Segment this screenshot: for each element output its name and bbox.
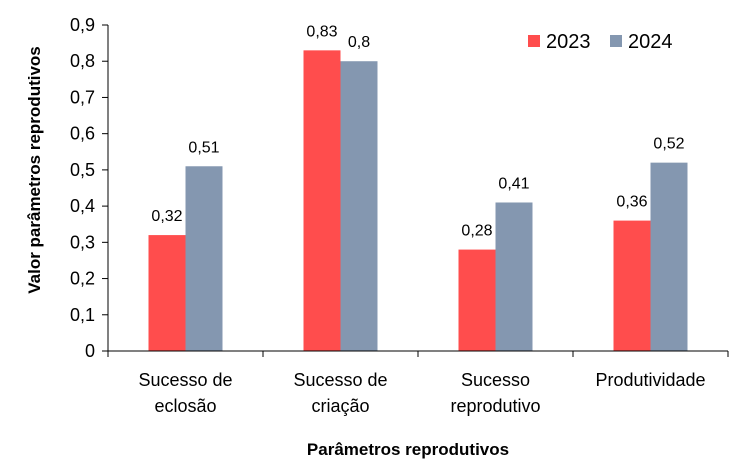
bar-2023 — [458, 249, 496, 351]
data-label: 0,32 — [151, 208, 182, 225]
x-tick-label: Sucesso reprodutivo — [450, 370, 540, 416]
legend-label: 2024 — [628, 31, 673, 53]
bar-2023 — [303, 50, 341, 351]
y-tick-label: 0,7 — [70, 87, 95, 107]
y-axis: 0 0,1 0,2 0,3 0,4 0,5 0,6 0,7 0,8 0,9 — [70, 15, 109, 361]
data-label: 0,51 — [188, 139, 219, 156]
x-tick-label: Produtividade — [595, 370, 705, 390]
x-axis-title: Parâmetros reprodutivos — [307, 440, 509, 459]
y-tick-label: 0,9 — [70, 15, 95, 35]
data-label: 0,41 — [498, 175, 529, 192]
data-labels: 0,32 0,83 0,28 0,36 0,51 0,8 0,41 0,52 — [151, 23, 684, 239]
x-tick-label: Sucesso de eclosão — [138, 370, 232, 416]
y-tick-label: 0 — [85, 341, 95, 361]
bar-2023 — [148, 235, 186, 351]
y-axis-title: Valor parâmetros reprodutivos — [25, 46, 44, 294]
legend-swatch — [528, 35, 540, 47]
bar-2024 — [495, 202, 533, 351]
y-tick-label: 0,3 — [70, 232, 95, 252]
y-tick-label: 0,2 — [70, 269, 95, 289]
bar-2024 — [650, 162, 688, 351]
legend-swatch — [610, 35, 622, 47]
bar-2023 — [613, 220, 651, 351]
bar-2024 — [340, 61, 378, 351]
y-tick-label: 0,4 — [70, 196, 95, 216]
x-tick-label: Sucesso de criação — [293, 370, 387, 416]
bar-2024 — [185, 166, 223, 351]
data-label: 0,28 — [461, 223, 492, 240]
legend: 2023 2024 — [528, 31, 673, 53]
y-tick-label: 0,1 — [70, 305, 95, 325]
legend-label: 2023 — [546, 31, 591, 53]
y-tick-label: 0,5 — [70, 160, 95, 180]
data-label: 0,36 — [616, 194, 647, 211]
data-label: 0,52 — [653, 136, 684, 153]
data-label: 0,8 — [348, 34, 370, 51]
data-label: 0,83 — [306, 23, 337, 40]
x-axis: Sucesso de eclosão Sucesso de criação Sucess… — [107, 350, 729, 416]
bars — [148, 50, 688, 351]
y-tick-label: 0,6 — [70, 124, 95, 144]
y-tick-label: 0,8 — [70, 51, 95, 71]
